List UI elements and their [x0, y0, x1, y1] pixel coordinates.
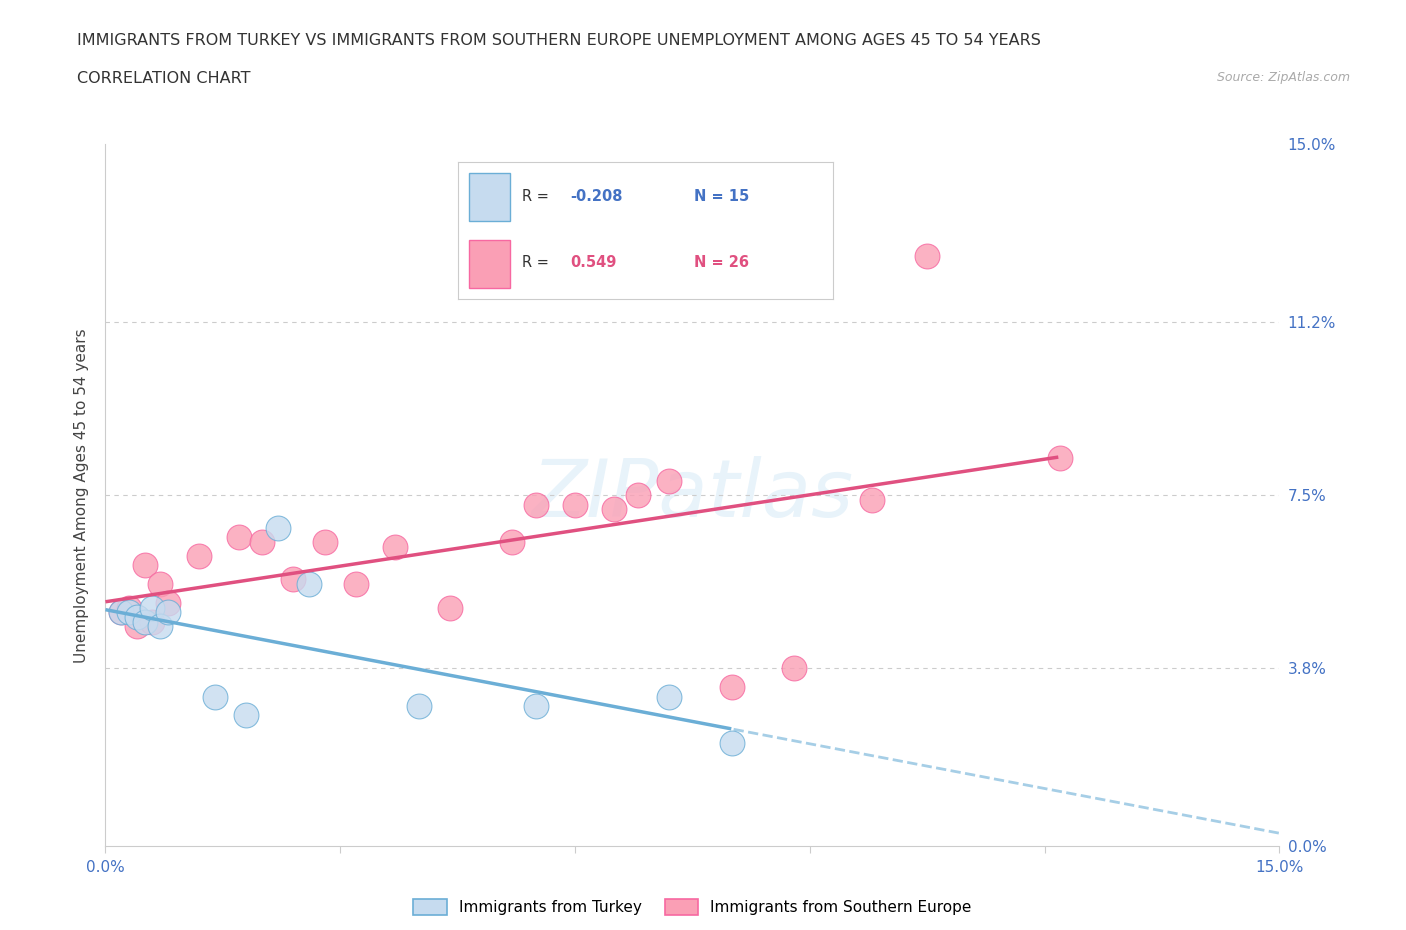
Point: [1049, 450, 1071, 465]
Point: [228, 530, 250, 545]
Point: [658, 473, 681, 488]
Point: [235, 708, 257, 723]
Point: [314, 535, 336, 550]
Point: [564, 498, 586, 512]
Point: [439, 600, 461, 615]
Y-axis label: Unemployment Among Ages 45 to 54 years: Unemployment Among Ages 45 to 54 years: [75, 328, 90, 662]
Text: CORRELATION CHART: CORRELATION CHART: [77, 71, 250, 86]
Point: [204, 689, 226, 704]
Point: [524, 698, 547, 713]
Text: ZIPatlas: ZIPatlas: [531, 457, 853, 534]
Point: [658, 689, 681, 704]
Point: [125, 609, 148, 624]
Point: [149, 577, 172, 591]
Point: [110, 604, 132, 619]
Point: [344, 577, 367, 591]
Legend: Immigrants from Turkey, Immigrants from Southern Europe: Immigrants from Turkey, Immigrants from …: [405, 892, 980, 923]
Point: [283, 572, 305, 587]
Text: IMMIGRANTS FROM TURKEY VS IMMIGRANTS FROM SOUTHERN EUROPE UNEMPLOYMENT AMONG AGE: IMMIGRANTS FROM TURKEY VS IMMIGRANTS FRO…: [77, 33, 1042, 47]
Point: [134, 558, 156, 573]
Point: [141, 614, 163, 629]
Point: [125, 618, 148, 633]
Point: [266, 521, 288, 536]
Point: [118, 604, 141, 619]
Point: [384, 539, 406, 554]
Point: [783, 661, 806, 676]
Point: [157, 595, 180, 610]
Point: [862, 493, 884, 508]
Point: [134, 614, 156, 629]
Point: [110, 604, 132, 619]
Point: [524, 498, 547, 512]
Point: [188, 549, 211, 564]
Point: [627, 488, 650, 503]
Point: [298, 577, 321, 591]
Point: [915, 249, 938, 264]
Point: [149, 618, 172, 633]
Point: [408, 698, 430, 713]
Point: [720, 680, 742, 695]
Point: [603, 502, 626, 517]
Point: [141, 600, 163, 615]
Point: [250, 535, 273, 550]
Point: [501, 535, 523, 550]
Point: [118, 600, 141, 615]
Point: [720, 736, 742, 751]
Text: Source: ZipAtlas.com: Source: ZipAtlas.com: [1216, 71, 1350, 84]
Point: [157, 604, 180, 619]
